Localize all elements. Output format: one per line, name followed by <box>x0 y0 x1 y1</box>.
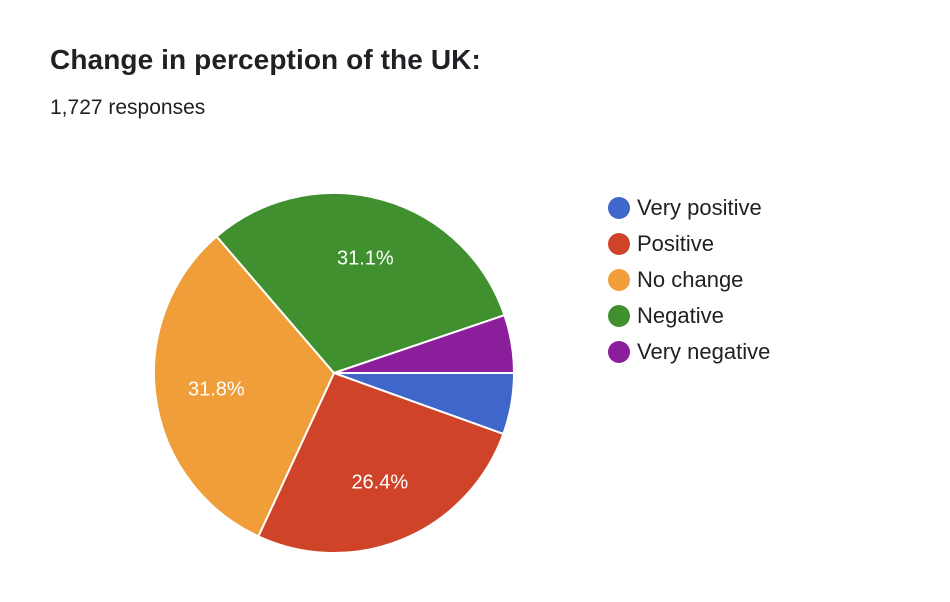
legend-label-negative: Negative <box>637 303 724 328</box>
legend-swatch-very-positive <box>608 197 630 219</box>
legend-swatch-no-change <box>608 269 630 291</box>
pie-slice-positive[interactable] <box>257 372 505 554</box>
legend-item-positive[interactable]: Positive <box>608 226 770 262</box>
legend-label-very-negative: Very negative <box>637 339 771 364</box>
chart-legend: Very positive Positive No change Negativ… <box>608 190 770 370</box>
slice-label-no-change: 31.8% <box>188 378 245 400</box>
pie-slice-very-negative[interactable] <box>333 314 515 374</box>
legend-label-no-change: No change <box>637 267 744 292</box>
legend-item-very-positive[interactable]: Very positive <box>608 190 770 226</box>
legend-swatch-negative <box>608 305 630 327</box>
legend-item-negative[interactable]: Negative <box>608 298 770 334</box>
response-count: 1,727 responses <box>50 96 206 119</box>
chart-title: Change in perception of the UK: <box>50 44 481 75</box>
legend-swatch-positive <box>608 233 630 255</box>
pie-slice-no-change[interactable] <box>153 235 335 538</box>
legend-item-no-change[interactable]: No change <box>608 262 770 298</box>
slice-label-negative: 31.1% <box>337 247 394 269</box>
legend-swatch-very-negative <box>608 341 630 363</box>
legend-label-very-positive: Very positive <box>637 195 762 220</box>
legend-item-very-negative[interactable]: Very negative <box>608 334 770 370</box>
legend-label-positive: Positive <box>637 231 715 256</box>
slice-label-positive: 26.4% <box>351 472 408 494</box>
pie-slice-negative[interactable] <box>215 192 506 374</box>
